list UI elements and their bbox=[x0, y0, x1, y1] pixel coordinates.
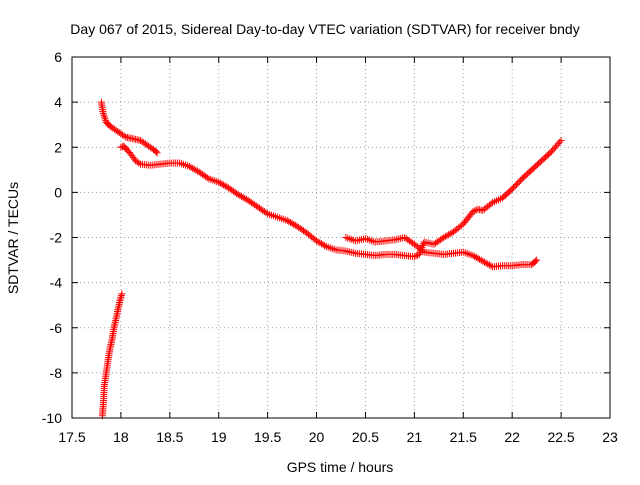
data-point-main-trace bbox=[471, 207, 479, 215]
data-point-upper-branch bbox=[99, 109, 107, 117]
axis-ticks bbox=[71, 56, 611, 419]
grid-lines bbox=[72, 57, 610, 418]
x-tick-label: 17.5 bbox=[58, 429, 85, 445]
data-point-upper-branch bbox=[120, 132, 128, 140]
x-tick-label: 21 bbox=[407, 429, 423, 445]
data-point-upper-branch bbox=[153, 149, 161, 157]
data-point-main-trace bbox=[262, 209, 270, 217]
x-tick-label: 23 bbox=[602, 429, 618, 445]
data-point-main-trace bbox=[412, 252, 420, 260]
y-tick-label: -2 bbox=[50, 230, 63, 246]
data-point-upper-branch bbox=[102, 117, 110, 125]
x-axis-label: GPS time / hours bbox=[287, 459, 394, 475]
data-point-main-trace bbox=[135, 159, 143, 167]
data-point-main-trace bbox=[487, 200, 495, 208]
data-point-main-trace bbox=[415, 250, 423, 258]
data-point-upper-branch bbox=[100, 111, 108, 119]
data-point-lower-branch bbox=[533, 256, 541, 264]
data-points bbox=[97, 98, 565, 420]
data-point-main-trace bbox=[203, 174, 211, 182]
y-tick-label: -4 bbox=[50, 275, 63, 291]
y-tick-label: 4 bbox=[54, 94, 62, 110]
data-point-lower-branch bbox=[419, 247, 427, 255]
y-tick-label: -10 bbox=[42, 410, 62, 426]
x-tick-label: 19 bbox=[211, 429, 227, 445]
data-point-main-trace bbox=[557, 136, 565, 144]
x-tick-label: 22 bbox=[504, 429, 520, 445]
chart-title: Day 067 of 2015, Sidereal Day-to-day VTE… bbox=[70, 21, 579, 37]
data-point-upper-branch bbox=[100, 113, 108, 121]
plot-frame bbox=[71, 56, 611, 419]
y-tick-label: -6 bbox=[50, 320, 63, 336]
x-tick-label: 20 bbox=[309, 429, 325, 445]
x-tick-label: 18.5 bbox=[156, 429, 183, 445]
x-tick-label: 20.5 bbox=[352, 429, 379, 445]
data-point-early-rise bbox=[118, 290, 126, 298]
x-tick-label: 21.5 bbox=[450, 429, 477, 445]
x-tick-label: 19.5 bbox=[254, 429, 281, 445]
y-tick-label: 2 bbox=[54, 139, 62, 155]
y-tick-label: -8 bbox=[50, 365, 63, 381]
y-axis-label: SDTVAR / TECUs bbox=[5, 182, 21, 294]
tick-labels: 17.5 18 18.5 19 19.5 20 20.5 21 21.5 22 22.5 23-10-… bbox=[42, 49, 618, 445]
data-point-lower-branch bbox=[531, 257, 539, 265]
data-point-main-trace bbox=[410, 253, 418, 261]
y-tick-label: 6 bbox=[54, 49, 62, 65]
x-tick-label: 18 bbox=[113, 429, 129, 445]
y-tick-label: 0 bbox=[54, 184, 62, 200]
data-point-main-trace bbox=[321, 242, 329, 250]
data-point-main-trace bbox=[458, 221, 466, 229]
data-point-main-trace bbox=[469, 208, 477, 216]
data-point-main-trace bbox=[556, 138, 564, 146]
data-point-upper-branch bbox=[152, 148, 160, 156]
data-point-upper-branch bbox=[101, 115, 109, 123]
x-tick-label: 22.5 bbox=[547, 429, 574, 445]
